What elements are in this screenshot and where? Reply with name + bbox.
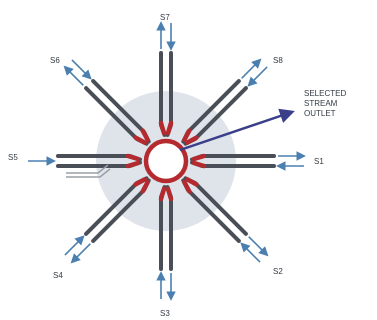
port-label-s8: S8 — [273, 56, 283, 65]
rotor-ring — [143, 138, 189, 184]
flow-arrow — [70, 243, 91, 264]
seal — [133, 135, 148, 145]
seal — [140, 179, 150, 194]
port-s2 — [181, 176, 269, 263]
port-label-s3: S3 — [160, 309, 170, 318]
seal — [184, 135, 199, 145]
seal — [140, 128, 150, 143]
outlet-label-line-2: STREAM — [304, 99, 338, 108]
port-s3 — [156, 185, 176, 301]
flow-arrow — [248, 236, 269, 257]
flow-arrow — [64, 235, 85, 256]
seal — [158, 186, 167, 202]
port-label-s7: S7 — [160, 13, 170, 22]
port-s5 — [28, 153, 142, 169]
seal — [182, 128, 192, 143]
port-label-s6: S6 — [50, 56, 60, 65]
seal — [125, 153, 141, 162]
seal — [184, 177, 199, 187]
flow-arrow — [241, 58, 262, 79]
seal — [182, 179, 192, 194]
flow-arrow — [240, 242, 261, 263]
seal — [133, 177, 148, 187]
seal — [191, 153, 207, 162]
seal — [158, 120, 167, 136]
port-s7 — [156, 21, 176, 137]
outlet-label-line-3: OUTLET — [304, 109, 336, 118]
port-s8 — [181, 58, 268, 146]
seal — [165, 120, 174, 136]
seal — [191, 160, 207, 169]
outlet-line — [179, 108, 295, 152]
port-label-s5: S5 — [8, 153, 18, 162]
port-s6 — [63, 59, 151, 146]
flow-arrow — [71, 59, 92, 80]
flow-arrow — [63, 65, 84, 86]
connector-hint — [66, 164, 109, 174]
port-label-s4: S4 — [53, 271, 63, 280]
connector-hint-2 — [66, 168, 111, 178]
flow-arrow — [247, 66, 268, 87]
outlet-label-line-1: SELECTED — [304, 89, 346, 98]
seal — [125, 160, 141, 169]
port-s1 — [190, 151, 306, 171]
port-label-s1: S1 — [314, 157, 324, 166]
port-s4 — [64, 176, 151, 264]
seal — [165, 186, 174, 202]
port-label-s2: S2 — [273, 267, 283, 276]
